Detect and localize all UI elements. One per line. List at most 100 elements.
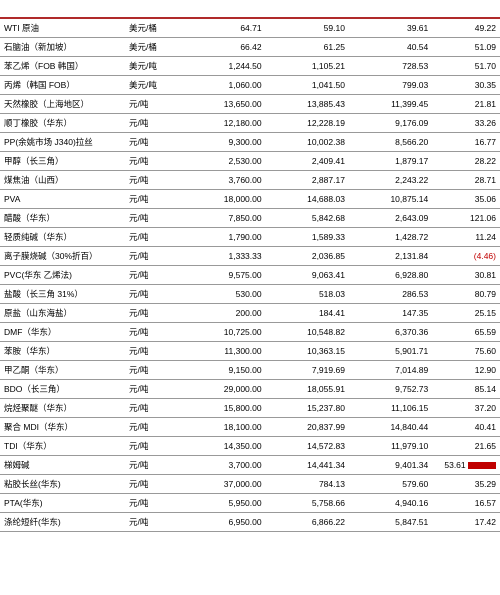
cell-v4: 51.70 [432,57,500,76]
cell-v2: 13,885.43 [266,95,349,114]
cell-v4: 28.71 [432,171,500,190]
cell-name: 煤焦油（山西） [0,171,125,190]
cell-v2: 1,041.50 [266,76,349,95]
cell-v3: 6,928.80 [349,266,432,285]
cell-unit: 元/吨 [125,380,182,399]
data-row: 丙烯（韩国 FOB）美元/吨1,060.001,041.50799.0330.3… [0,76,500,95]
cell-v1: 9,150.00 [182,361,265,380]
cell-unit: 元/吨 [125,190,182,209]
cell-v2: 61.25 [266,38,349,57]
cell-v2: 14,441.34 [266,456,349,475]
cell-v1: 5,950.00 [182,494,265,513]
cell-name: 醋酸（华东） [0,209,125,228]
cell-name: PVA [0,190,125,209]
cell-name: 顺丁橡胶（华东） [0,114,125,133]
cell-unit: 元/吨 [125,494,182,513]
cell-unit: 元/吨 [125,475,182,494]
cell-v4: 11.24 [432,228,500,247]
cell-unit: 元/吨 [125,399,182,418]
data-row: PVA元/吨18,000.0014,688.0310,875.1435.06 [0,190,500,209]
cell-v1: 1,333.33 [182,247,265,266]
data-row: 醋酸（华东）元/吨7,850.005,842.682,643.09121.06 [0,209,500,228]
cell-v1: 37,000.00 [182,475,265,494]
cell-name: PP(余姚市场 J340)拉丝 [0,133,125,152]
cell-v1: 29,000.00 [182,380,265,399]
cell-v4: (4.46) [432,247,500,266]
cell-name: 烷烃聚醚（华东） [0,399,125,418]
cell-unit: 元/吨 [125,209,182,228]
data-row: 石脑油（新加坡）美元/桶66.4261.2540.5451.09 [0,38,500,57]
cell-v3: 6,370.36 [349,323,432,342]
cell-v4: 53.61 [432,456,500,475]
cell-unit: 元/吨 [125,323,182,342]
cell-v3: 11,399.45 [349,95,432,114]
cell-name: 原盐（山东海盐） [0,304,125,323]
cell-v3: 286.53 [349,285,432,304]
cell-v3: 11,979.10 [349,437,432,456]
cell-v1: 2,530.00 [182,152,265,171]
cell-v1: 13,650.00 [182,95,265,114]
data-row: 苯胺（华东）元/吨11,300.0010,363.155,901.7175.60 [0,342,500,361]
cell-unit: 元/吨 [125,228,182,247]
cell-v2: 10,363.15 [266,342,349,361]
cell-v2: 9,063.41 [266,266,349,285]
cell-name: 盐酸（长三角 31%） [0,285,125,304]
cell-v1: 14,350.00 [182,437,265,456]
cell-v4: 85.14 [432,380,500,399]
cell-v2: 7,919.69 [266,361,349,380]
accent-bar-icon [468,462,496,469]
cell-v1: 1,244.50 [182,57,265,76]
cell-v1: 3,760.00 [182,171,265,190]
cell-v2: 5,758.66 [266,494,349,513]
cell-v2: 10,002.38 [266,133,349,152]
cell-v2: 518.03 [266,285,349,304]
cell-v1: 18,000.00 [182,190,265,209]
cell-v2: 10,548.82 [266,323,349,342]
cell-v4: 35.06 [432,190,500,209]
cell-unit: 元/吨 [125,304,182,323]
cell-v4: 16.77 [432,133,500,152]
data-row: DMF（华东）元/吨10,725.0010,548.826,370.3665.5… [0,323,500,342]
cell-name: 石脑油（新加坡） [0,38,125,57]
data-row: 原盐（山东海盐）元/吨200.00184.41147.3525.15 [0,304,500,323]
cell-v3: 579.60 [349,475,432,494]
cell-v2: 15,237.80 [266,399,349,418]
cell-v4: 121.06 [432,209,500,228]
cell-v3: 7,014.89 [349,361,432,380]
data-row: PP(余姚市场 J340)拉丝元/吨9,300.0010,002.388,566… [0,133,500,152]
cell-v2: 14,572.83 [266,437,349,456]
cell-v4: 21.65 [432,437,500,456]
cell-unit: 元/吨 [125,456,182,475]
cell-v1: 200.00 [182,304,265,323]
cell-v4: 21.81 [432,95,500,114]
cell-v3: 10,875.14 [349,190,432,209]
cell-v2: 14,688.03 [266,190,349,209]
cell-v4: 28.22 [432,152,500,171]
cell-v1: 9,300.00 [182,133,265,152]
data-row: 盐酸（长三角 31%）元/吨530.00518.03286.5380.79 [0,285,500,304]
data-row: 轻质纯碱（华东）元/吨1,790.001,589.331,428.7211.24 [0,228,500,247]
cell-v1: 12,180.00 [182,114,265,133]
cell-name: 甲乙酮（华东） [0,361,125,380]
cell-v2: 5,842.68 [266,209,349,228]
cell-v3: 14,840.44 [349,418,432,437]
cell-v2: 1,589.33 [266,228,349,247]
cell-v3: 9,401.34 [349,456,432,475]
cell-name: PVC(华东 乙烯法) [0,266,125,285]
cell-v4: 80.79 [432,285,500,304]
cell-v1: 1,060.00 [182,76,265,95]
cell-unit: 元/吨 [125,342,182,361]
cell-v1: 11,300.00 [182,342,265,361]
cell-v3: 2,131.84 [349,247,432,266]
cell-v3: 9,176.09 [349,114,432,133]
cell-unit: 元/吨 [125,95,182,114]
data-row: 梯姆碱元/吨3,700.0014,441.349,401.3453.61 [0,456,500,475]
cell-v3: 9,752.73 [349,380,432,399]
cell-unit: 元/吨 [125,171,182,190]
cell-v3: 147.35 [349,304,432,323]
cell-v3: 728.53 [349,57,432,76]
cell-unit: 元/吨 [125,114,182,133]
cell-v3: 1,428.72 [349,228,432,247]
cell-v2: 184.41 [266,304,349,323]
data-row: 粘胶长丝(华东)元/吨37,000.00784.13579.6035.29 [0,475,500,494]
